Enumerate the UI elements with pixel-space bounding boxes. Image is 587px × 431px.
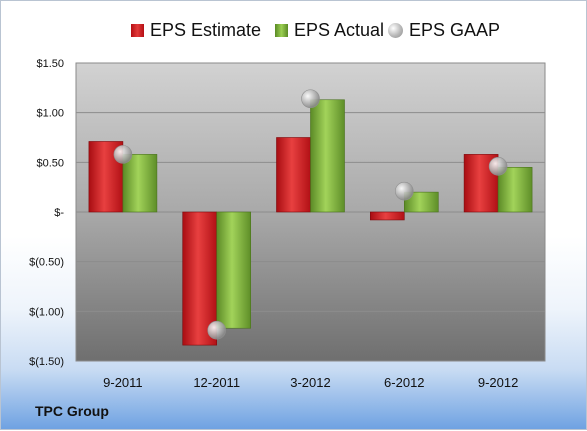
bar-eps-actual [497,167,533,213]
marker-eps-gaap [301,89,320,109]
legend-marker-gaap [388,22,403,38]
x-tick-label: 12-2011 [193,375,240,390]
x-tick-label: 9-2012 [478,375,518,390]
y-tick-label: $(1.00) [29,306,64,318]
gaap-markers [113,89,508,340]
bar-eps-actual [403,191,439,213]
legend-label-actual: EPS Actual [294,19,385,40]
legend-item-estimate: EPS Estimate [131,15,261,45]
legend-item-gaap: EPS GAAP [388,15,500,45]
marker-eps-gaap [113,145,133,164]
marker-eps-gaap [207,320,226,340]
marker-eps-gaap [488,157,508,176]
legend-label-estimate: EPS Estimate [150,19,262,40]
y-axis-ticks: $1.50 $1.00 $0.50 $- $(0.50) $(1.00) $(1.50) [29,58,64,368]
x-tick-label: 3-2012 [290,375,330,390]
bar-eps-estimate [369,211,405,221]
y-tick-label: $- [54,207,64,219]
legend-item-actual: EPS Actual [275,15,384,45]
y-tick-label: $(1.50) [29,356,64,368]
marker-eps-gaap [394,181,414,201]
legend-swatch-actual [275,23,288,37]
y-tick-label: $1.00 [36,108,64,120]
bar-eps-estimate [276,137,311,213]
bar-eps-actual [310,99,345,213]
x-tick-label: 6-2012 [384,375,424,390]
y-tick-label: $0.50 [36,157,64,169]
y-tick-label: $(0.50) [29,257,64,269]
bar-eps-actual [122,154,158,213]
x-axis-ticks: 9-2011 12-2011 3-2012 6-2012 9-2012 [103,375,518,390]
bars [88,99,533,346]
y-tick-label: $1.50 [36,58,64,70]
legend: EPS Estimate EPS Actual EPS GAAP [1,15,587,45]
legend-swatch-estimate [131,23,144,37]
bar-eps-actual [216,211,251,329]
company-name: TPC Group [35,403,109,419]
legend-label-gaap: EPS GAAP [409,19,501,40]
x-tick-label: 9-2011 [103,375,143,390]
